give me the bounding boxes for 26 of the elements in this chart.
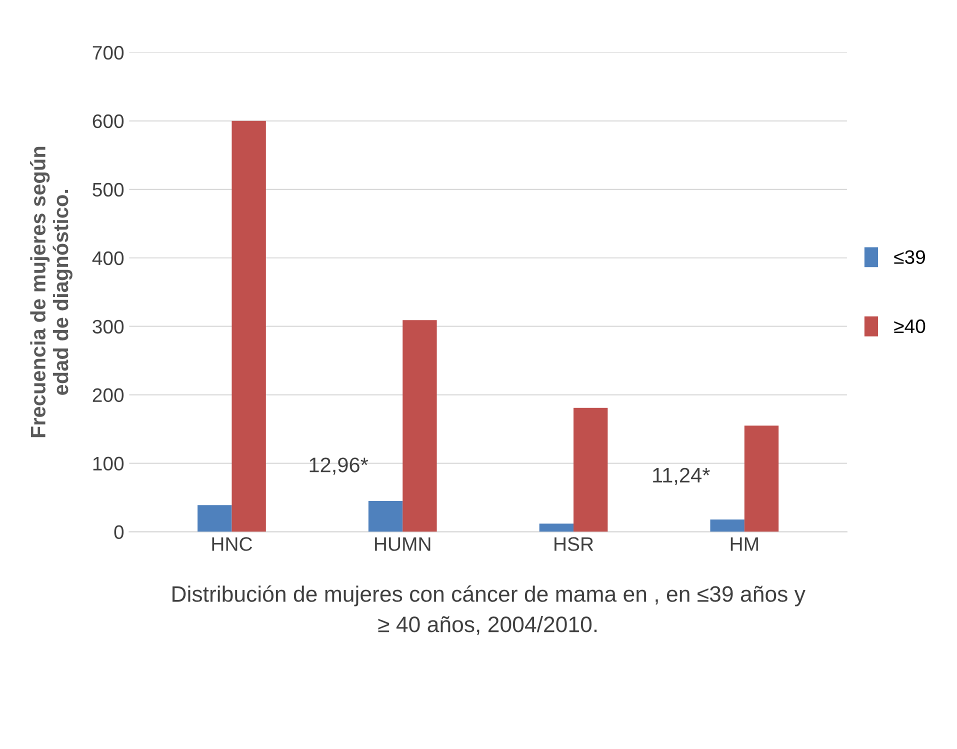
- bar: [368, 500, 403, 532]
- x-tick-label: HSR: [554, 537, 594, 551]
- annotation: 12,96*: [310, 458, 368, 475]
- y-tick-label: 0: [114, 525, 124, 540]
- annotation: 11,24*: [653, 468, 710, 486]
- y-tick-label: 100: [93, 456, 124, 471]
- y-tick-label: 700: [92, 46, 124, 60]
- bar: [539, 524, 574, 532]
- bar: [402, 320, 437, 532]
- y-axis-title: Frecuencia de mujeres según edad de diagnóstico.: [30, 146, 72, 438]
- bar: [232, 120, 266, 532]
- legend-label: ≥40: [894, 319, 926, 334]
- x-axis-title: Distribución de mujeres con cáncer de mama en , en ≤39 años y ≥ 40 años, 2004/2010.: [172, 585, 806, 635]
- x-tick-label: HNC: [212, 537, 252, 551]
- y-tick-label: 300: [92, 320, 124, 334]
- y-tick-label: 600: [92, 114, 124, 128]
- y-tick-label: 400: [92, 251, 124, 266]
- bar: [574, 408, 608, 532]
- bar: [744, 426, 779, 532]
- y-tick-label: 500: [92, 182, 124, 197]
- bar: [198, 505, 232, 532]
- y-tick-label: 200: [92, 388, 124, 402]
- legend-label: ≤39: [894, 250, 925, 264]
- x-tick-label: HUMN: [375, 537, 430, 551]
- bar: [710, 519, 744, 532]
- x-tick-label: HM: [730, 537, 758, 551]
